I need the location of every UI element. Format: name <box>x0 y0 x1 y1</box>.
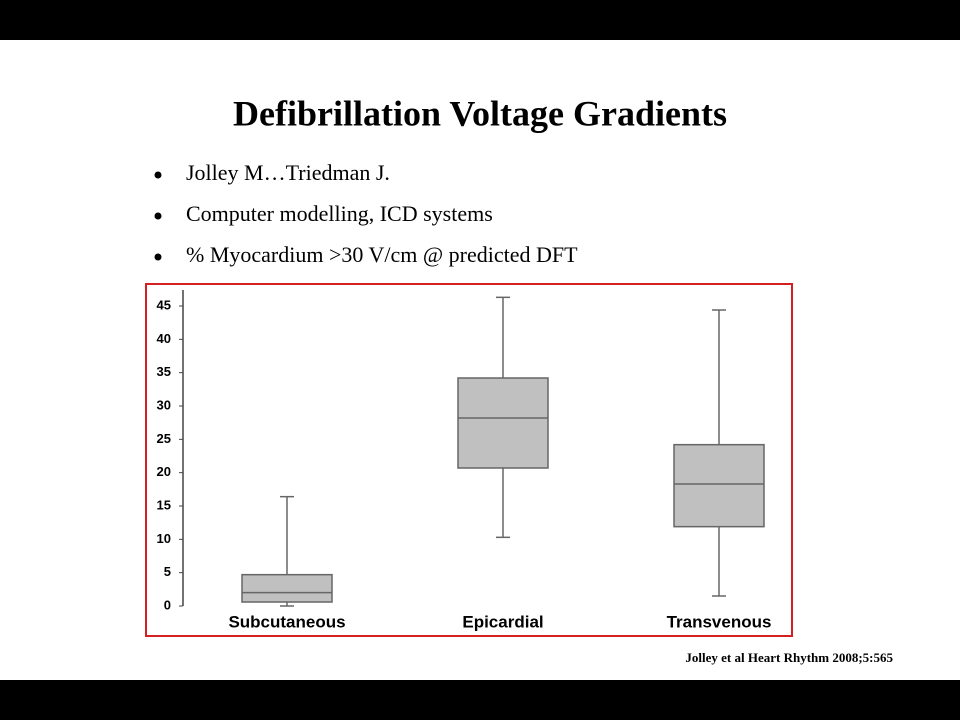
chart-frame <box>145 283 793 637</box>
y-tick-label: 15 <box>157 497 171 512</box>
y-tick-label: 25 <box>157 431 171 446</box>
y-tick-label: 5 <box>164 564 171 579</box>
y-tick-label: 35 <box>157 364 171 379</box>
box <box>457 377 549 469</box>
y-tick-label: 30 <box>157 397 171 412</box>
y-tick-label: 45 <box>157 297 171 312</box>
bullet-dot <box>154 171 162 179</box>
y-tick-label: 20 <box>157 464 171 479</box>
x-tick-label: Transvenous <box>667 612 772 631</box>
slide-title: Defibrillation Voltage Gradients <box>233 93 727 133</box>
bullet-text: Computer modelling, ICD systems <box>186 201 493 226</box>
bullet-dot <box>154 253 162 261</box>
bullet-dot <box>154 212 162 220</box>
x-tick-label: Epicardial <box>462 612 543 631</box>
y-tick-label: 10 <box>157 531 171 546</box>
citation: Jolley et al Heart Rhythm 2008;5:565 <box>685 650 893 665</box>
top-bar <box>0 0 960 40</box>
bullet-text: Jolley M…Triedman J. <box>186 160 390 185</box>
box <box>241 573 333 603</box>
box <box>673 443 765 528</box>
bottom-bar <box>0 680 960 720</box>
bullet-text: % Myocardium >30 V/cm @ predicted DFT <box>186 242 578 267</box>
y-tick-label: 0 <box>164 597 171 612</box>
x-tick-label: Subcutaneous <box>228 612 345 631</box>
y-tick-label: 40 <box>157 331 171 346</box>
